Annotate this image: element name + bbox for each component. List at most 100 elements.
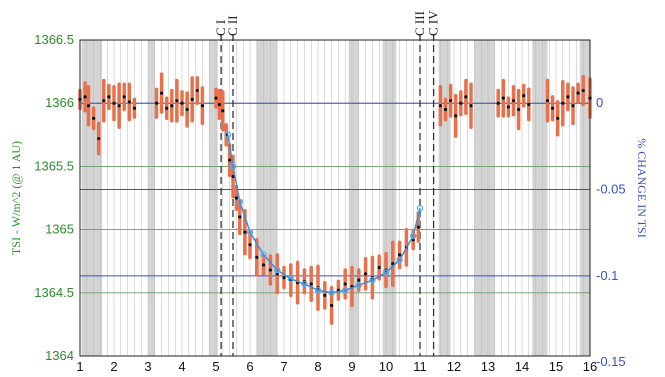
model-marker — [224, 131, 232, 139]
data-point — [551, 106, 555, 110]
data-point — [522, 94, 526, 98]
model-marker — [301, 280, 308, 288]
data-point — [122, 95, 126, 99]
data-point — [416, 225, 420, 229]
model-marker — [229, 163, 237, 170]
shade-band — [438, 40, 451, 356]
data-point — [195, 88, 199, 93]
contact-label: C III — [412, 11, 427, 36]
y-left-axis-title: TSI - W/m^2 (@ 1 AU) — [9, 141, 23, 255]
data-point — [243, 230, 247, 234]
data-point — [309, 282, 313, 286]
shade-band — [382, 40, 397, 356]
data-point — [496, 101, 500, 105]
x-tick-label: 4 — [178, 359, 185, 374]
y-right-axis-title: % CHANGE IN TSI — [635, 138, 649, 237]
data-point — [86, 104, 91, 108]
data-point — [566, 95, 570, 99]
data-point — [323, 293, 327, 297]
y-left-tick-label: 1364 — [45, 348, 74, 363]
x-tick-label: 2 — [110, 359, 117, 374]
data-point — [112, 101, 116, 105]
data-point — [330, 303, 334, 308]
model-marker — [273, 266, 281, 274]
data-point — [282, 276, 286, 280]
data-point — [262, 263, 266, 267]
shade-band — [256, 40, 278, 356]
data-point — [127, 100, 131, 104]
data-point — [200, 104, 204, 108]
data-point — [343, 282, 347, 286]
data-point — [83, 95, 87, 99]
data-point — [228, 158, 232, 162]
y-left-tick-label: 1365.5 — [34, 158, 74, 173]
x-tick-label: 9 — [348, 359, 355, 374]
data-point — [175, 99, 179, 103]
data-point — [443, 107, 448, 112]
x-tick-label: 1 — [76, 359, 83, 374]
data-point — [527, 102, 531, 107]
model-marker — [341, 287, 349, 294]
data-point — [268, 268, 272, 272]
data-point — [117, 104, 121, 108]
model-marker — [260, 251, 267, 259]
y-right-tick-label: -0.05 — [596, 182, 626, 197]
model-marker — [416, 204, 424, 212]
data-point — [170, 104, 174, 108]
data-point — [154, 101, 159, 105]
model-marker — [409, 232, 417, 240]
x-tick-label: 11 — [413, 359, 427, 374]
data-point — [576, 91, 580, 95]
data-point — [132, 106, 136, 110]
x-tick-label: 6 — [246, 359, 253, 374]
data-point — [464, 95, 468, 99]
x-tick-label: 7 — [280, 359, 287, 374]
x-tick-label: 16 — [583, 359, 597, 374]
model-marker — [328, 289, 335, 297]
data-point — [449, 99, 453, 103]
data-point — [231, 174, 235, 179]
y-left-tick-label: 1366.5 — [34, 32, 74, 47]
data-point — [217, 102, 221, 107]
x-tick-label: 13 — [481, 359, 495, 374]
data-point — [517, 107, 521, 112]
model-marker — [396, 256, 403, 264]
model-marker — [355, 281, 363, 289]
shade-band — [579, 40, 590, 356]
model-marker — [236, 198, 244, 206]
data-point — [97, 136, 101, 141]
shade-band — [148, 40, 155, 356]
data-point — [185, 107, 189, 112]
model-marker — [246, 228, 254, 236]
data-point — [438, 104, 442, 108]
data-point — [238, 215, 242, 219]
data-point — [398, 253, 402, 257]
data-point — [92, 116, 96, 120]
data-point — [454, 114, 458, 118]
data-point — [469, 104, 473, 108]
x-tick-label: 12 — [447, 359, 461, 374]
data-point — [556, 116, 560, 120]
shade-band — [209, 40, 218, 356]
data-point — [511, 99, 516, 103]
data-point — [501, 96, 505, 100]
data-point — [545, 99, 550, 103]
data-point — [459, 101, 463, 105]
data-point — [561, 101, 565, 105]
data-point — [160, 91, 164, 95]
contact-label: C II — [225, 15, 240, 36]
model-marker — [369, 276, 376, 284]
data-point — [221, 109, 225, 113]
y-right-tick-label: -0.15 — [596, 354, 626, 369]
shade-band — [532, 40, 548, 356]
data-point — [102, 99, 106, 103]
data-point — [571, 104, 575, 108]
x-tick-label: 15 — [549, 359, 563, 374]
data-point — [190, 97, 194, 102]
contact-label: C IV — [426, 10, 441, 36]
data-point — [234, 196, 238, 200]
x-tick-label: 14 — [515, 359, 529, 374]
data-point — [248, 243, 252, 247]
y-right-tick-label: 0 — [596, 95, 603, 110]
